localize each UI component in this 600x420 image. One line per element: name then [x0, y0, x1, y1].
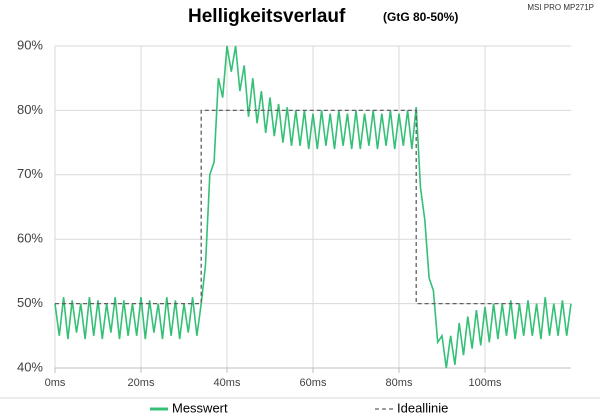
chart-title: Helligkeitsverlauf	[188, 6, 346, 27]
x-tick-label: 40ms	[214, 377, 241, 389]
x-tick-label: 100ms	[468, 377, 502, 389]
annotation: MSI PRO MP271P	[527, 3, 594, 12]
y-tick-label: 40%	[17, 359, 43, 374]
y-tick-label: 50%	[17, 295, 43, 310]
x-tick-label: 0ms	[45, 377, 66, 389]
y-tick-label: 70%	[17, 166, 43, 181]
series-line	[54, 45, 572, 369]
legend-label: Messwert	[172, 400, 228, 415]
y-tick-label: 80%	[17, 102, 43, 117]
y-tick-label: 60%	[17, 231, 43, 246]
chart-subtitle: (GtG 80-50%)	[383, 10, 458, 24]
y-tick-label: 90%	[17, 37, 43, 52]
x-tick-label: 20ms	[128, 377, 155, 389]
x-tick-label: 80ms	[386, 377, 413, 389]
x-tick-label: 60ms	[300, 377, 327, 389]
series-line	[55, 109, 520, 305]
legend-label: Ideallinie	[397, 400, 448, 415]
